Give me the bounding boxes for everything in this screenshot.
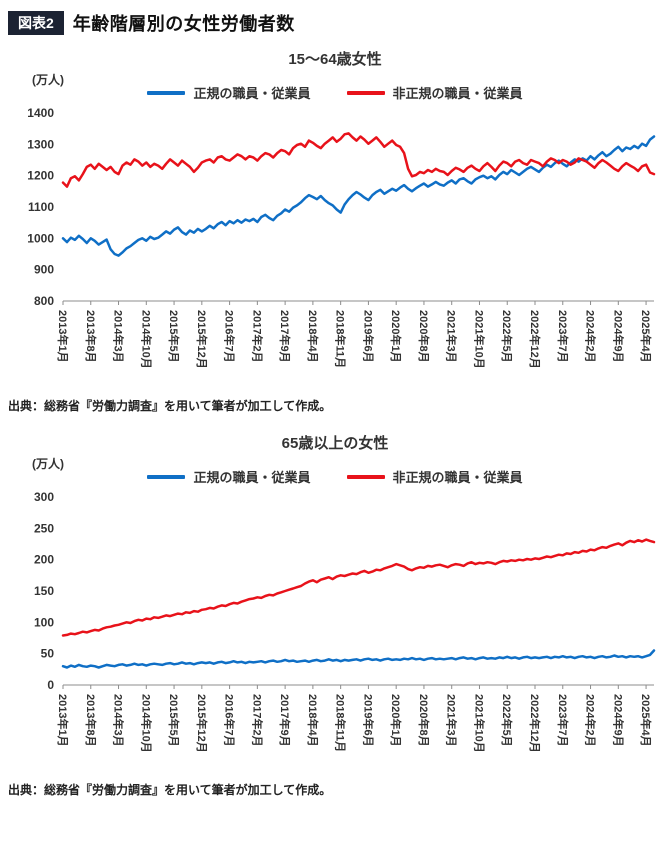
legend-label-nonregular: 非正規の職員・従業員 <box>392 86 523 101</box>
svg-text:2020年1月: 2020年1月 <box>389 694 403 747</box>
chart-title-15-64: 15〜64歳女性 <box>288 51 382 68</box>
legend-65plus: 正規の職員・従業員 非正規の職員・従業員 <box>6 467 664 486</box>
svg-text:300: 300 <box>34 490 54 504</box>
article-figure: 図表2 年齢階層別の女性労働者数 15〜64歳女性 (万人) 正規の職員・従業員… <box>6 10 664 798</box>
svg-text:2025年4月: 2025年4月 <box>639 310 653 363</box>
line-chart-65plus: 0 50 100 150 200 250 300 2013年1月 2013年8月 2014年3月 2… <box>34 490 656 753</box>
svg-text:250: 250 <box>34 521 54 535</box>
legend-swatch-regular <box>147 474 186 479</box>
svg-text:2013年1月: 2013年1月 <box>56 694 70 747</box>
svg-text:2018年4月: 2018年4月 <box>306 310 320 363</box>
legend-swatch-nonregular <box>346 474 385 479</box>
svg-text:2021年3月: 2021年3月 <box>445 310 459 363</box>
chart-section-15-64: 15〜64歳女性 (万人) 正規の職員・従業員 非正規の職員・従業員 800 90… <box>6 48 664 414</box>
legend-label-nonregular: 非正規の職員・従業員 <box>392 470 523 485</box>
svg-text:900: 900 <box>34 263 54 277</box>
svg-text:2022年12月: 2022年12月 <box>528 694 542 753</box>
svg-text:1300: 1300 <box>27 137 54 151</box>
svg-text:2014年3月: 2014年3月 <box>112 310 126 363</box>
legend-item-regular: 正規の職員・従業員 <box>147 467 311 486</box>
source-note-15-64: 出典：総務省『労働力調査』を用いて筆者が加工して作成。 <box>8 399 332 413</box>
svg-text:1400: 1400 <box>27 106 54 120</box>
legend-label-regular: 正規の職員・従業員 <box>193 470 311 485</box>
svg-text:150: 150 <box>34 584 54 598</box>
svg-text:2018年4月: 2018年4月 <box>306 694 320 747</box>
svg-text:2021年10月: 2021年10月 <box>472 694 486 753</box>
svg-text:2023年7月: 2023年7月 <box>556 310 570 363</box>
svg-text:1100: 1100 <box>28 200 54 214</box>
svg-text:2014年3月: 2014年3月 <box>112 694 126 747</box>
source-note-65plus: 出典：総務省『労働力調査』を用いて筆者が加工して作成。 <box>8 783 332 797</box>
svg-text:0: 0 <box>47 678 54 692</box>
svg-text:2019年6月: 2019年6月 <box>361 310 375 363</box>
svg-text:2014年10月: 2014年10月 <box>139 694 153 753</box>
svg-text:2020年1月: 2020年1月 <box>389 310 403 363</box>
legend-item-nonregular: 非正規の職員・従業員 <box>346 467 523 486</box>
svg-text:2022年5月: 2022年5月 <box>500 310 514 363</box>
svg-text:800: 800 <box>34 294 54 308</box>
svg-text:2014年10月: 2014年10月 <box>139 310 153 369</box>
svg-text:2020年8月: 2020年8月 <box>417 310 431 363</box>
legend-swatch-regular <box>147 90 186 95</box>
svg-text:2013年8月: 2013年8月 <box>84 310 98 363</box>
svg-text:2022年12月: 2022年12月 <box>528 310 542 369</box>
svg-text:2025年4月: 2025年4月 <box>639 694 653 747</box>
legend-label-regular: 正規の職員・従業員 <box>193 86 311 101</box>
chart-head-65plus: (万人) 正規の職員・従業員 非正規の職員・従業員 <box>6 455 664 485</box>
legend-item-regular: 正規の職員・従業員 <box>147 83 311 102</box>
svg-text:2024年9月: 2024年9月 <box>611 310 625 363</box>
chart-section-65plus: 65歳以上の女性 (万人) 正規の職員・従業員 非正規の職員・従業員 0 50 10… <box>6 432 664 798</box>
svg-text:2015年12月: 2015年12月 <box>195 694 209 753</box>
svg-text:2024年9月: 2024年9月 <box>611 694 625 747</box>
svg-text:2022年5月: 2022年5月 <box>500 694 514 747</box>
svg-text:2017年2月: 2017年2月 <box>250 694 264 747</box>
legend-swatch-nonregular <box>346 90 385 95</box>
y-axis-unit-label: (万人) <box>32 457 64 471</box>
svg-text:2013年8月: 2013年8月 <box>84 694 98 747</box>
svg-text:2017年9月: 2017年9月 <box>278 694 292 747</box>
svg-text:2016年7月: 2016年7月 <box>223 310 237 363</box>
svg-text:2019年6月: 2019年6月 <box>361 694 375 747</box>
svg-text:2021年3月: 2021年3月 <box>445 694 459 747</box>
svg-text:2018年11月: 2018年11月 <box>334 694 348 752</box>
svg-text:2020年8月: 2020年8月 <box>417 694 431 747</box>
svg-text:2013年1月: 2013年1月 <box>56 310 70 363</box>
y-axis-unit-label: (万人) <box>32 73 64 87</box>
page-title: 年齢階層別の女性労働者数 <box>72 14 295 34</box>
svg-text:2018年11月: 2018年11月 <box>334 310 348 368</box>
svg-text:2015年12月: 2015年12月 <box>195 310 209 369</box>
chart-title-65plus: 65歳以上の女性 <box>281 435 389 452</box>
svg-text:2023年7月: 2023年7月 <box>556 694 570 747</box>
page-header: 図表2 年齢階層別の女性労働者数 <box>8 10 662 36</box>
svg-text:200: 200 <box>34 553 54 567</box>
figure-number-badge: 図表2 <box>8 10 64 36</box>
svg-text:2024年2月: 2024年2月 <box>584 694 598 747</box>
svg-text:2021年10月: 2021年10月 <box>472 310 486 369</box>
legend-15-64: 正規の職員・従業員 非正規の職員・従業員 <box>6 83 664 102</box>
svg-text:2017年2月: 2017年2月 <box>250 310 264 363</box>
legend-item-nonregular: 非正規の職員・従業員 <box>346 83 523 102</box>
svg-text:2015年5月: 2015年5月 <box>167 310 181 363</box>
svg-text:50: 50 <box>41 647 55 661</box>
svg-text:2024年2月: 2024年2月 <box>584 310 598 363</box>
svg-text:100: 100 <box>34 615 54 629</box>
svg-text:2015年5月: 2015年5月 <box>167 694 181 747</box>
svg-text:1200: 1200 <box>27 169 54 183</box>
line-chart-15-64: 800 900 1000 1100 1200 1300 1400 2013年1月 2013年8月… <box>27 106 656 369</box>
svg-text:1000: 1000 <box>27 231 54 245</box>
svg-text:2017年9月: 2017年9月 <box>278 310 292 363</box>
chart-head-15-64: (万人) 正規の職員・従業員 非正規の職員・従業員 <box>6 71 664 101</box>
svg-text:2016年7月: 2016年7月 <box>223 694 237 747</box>
